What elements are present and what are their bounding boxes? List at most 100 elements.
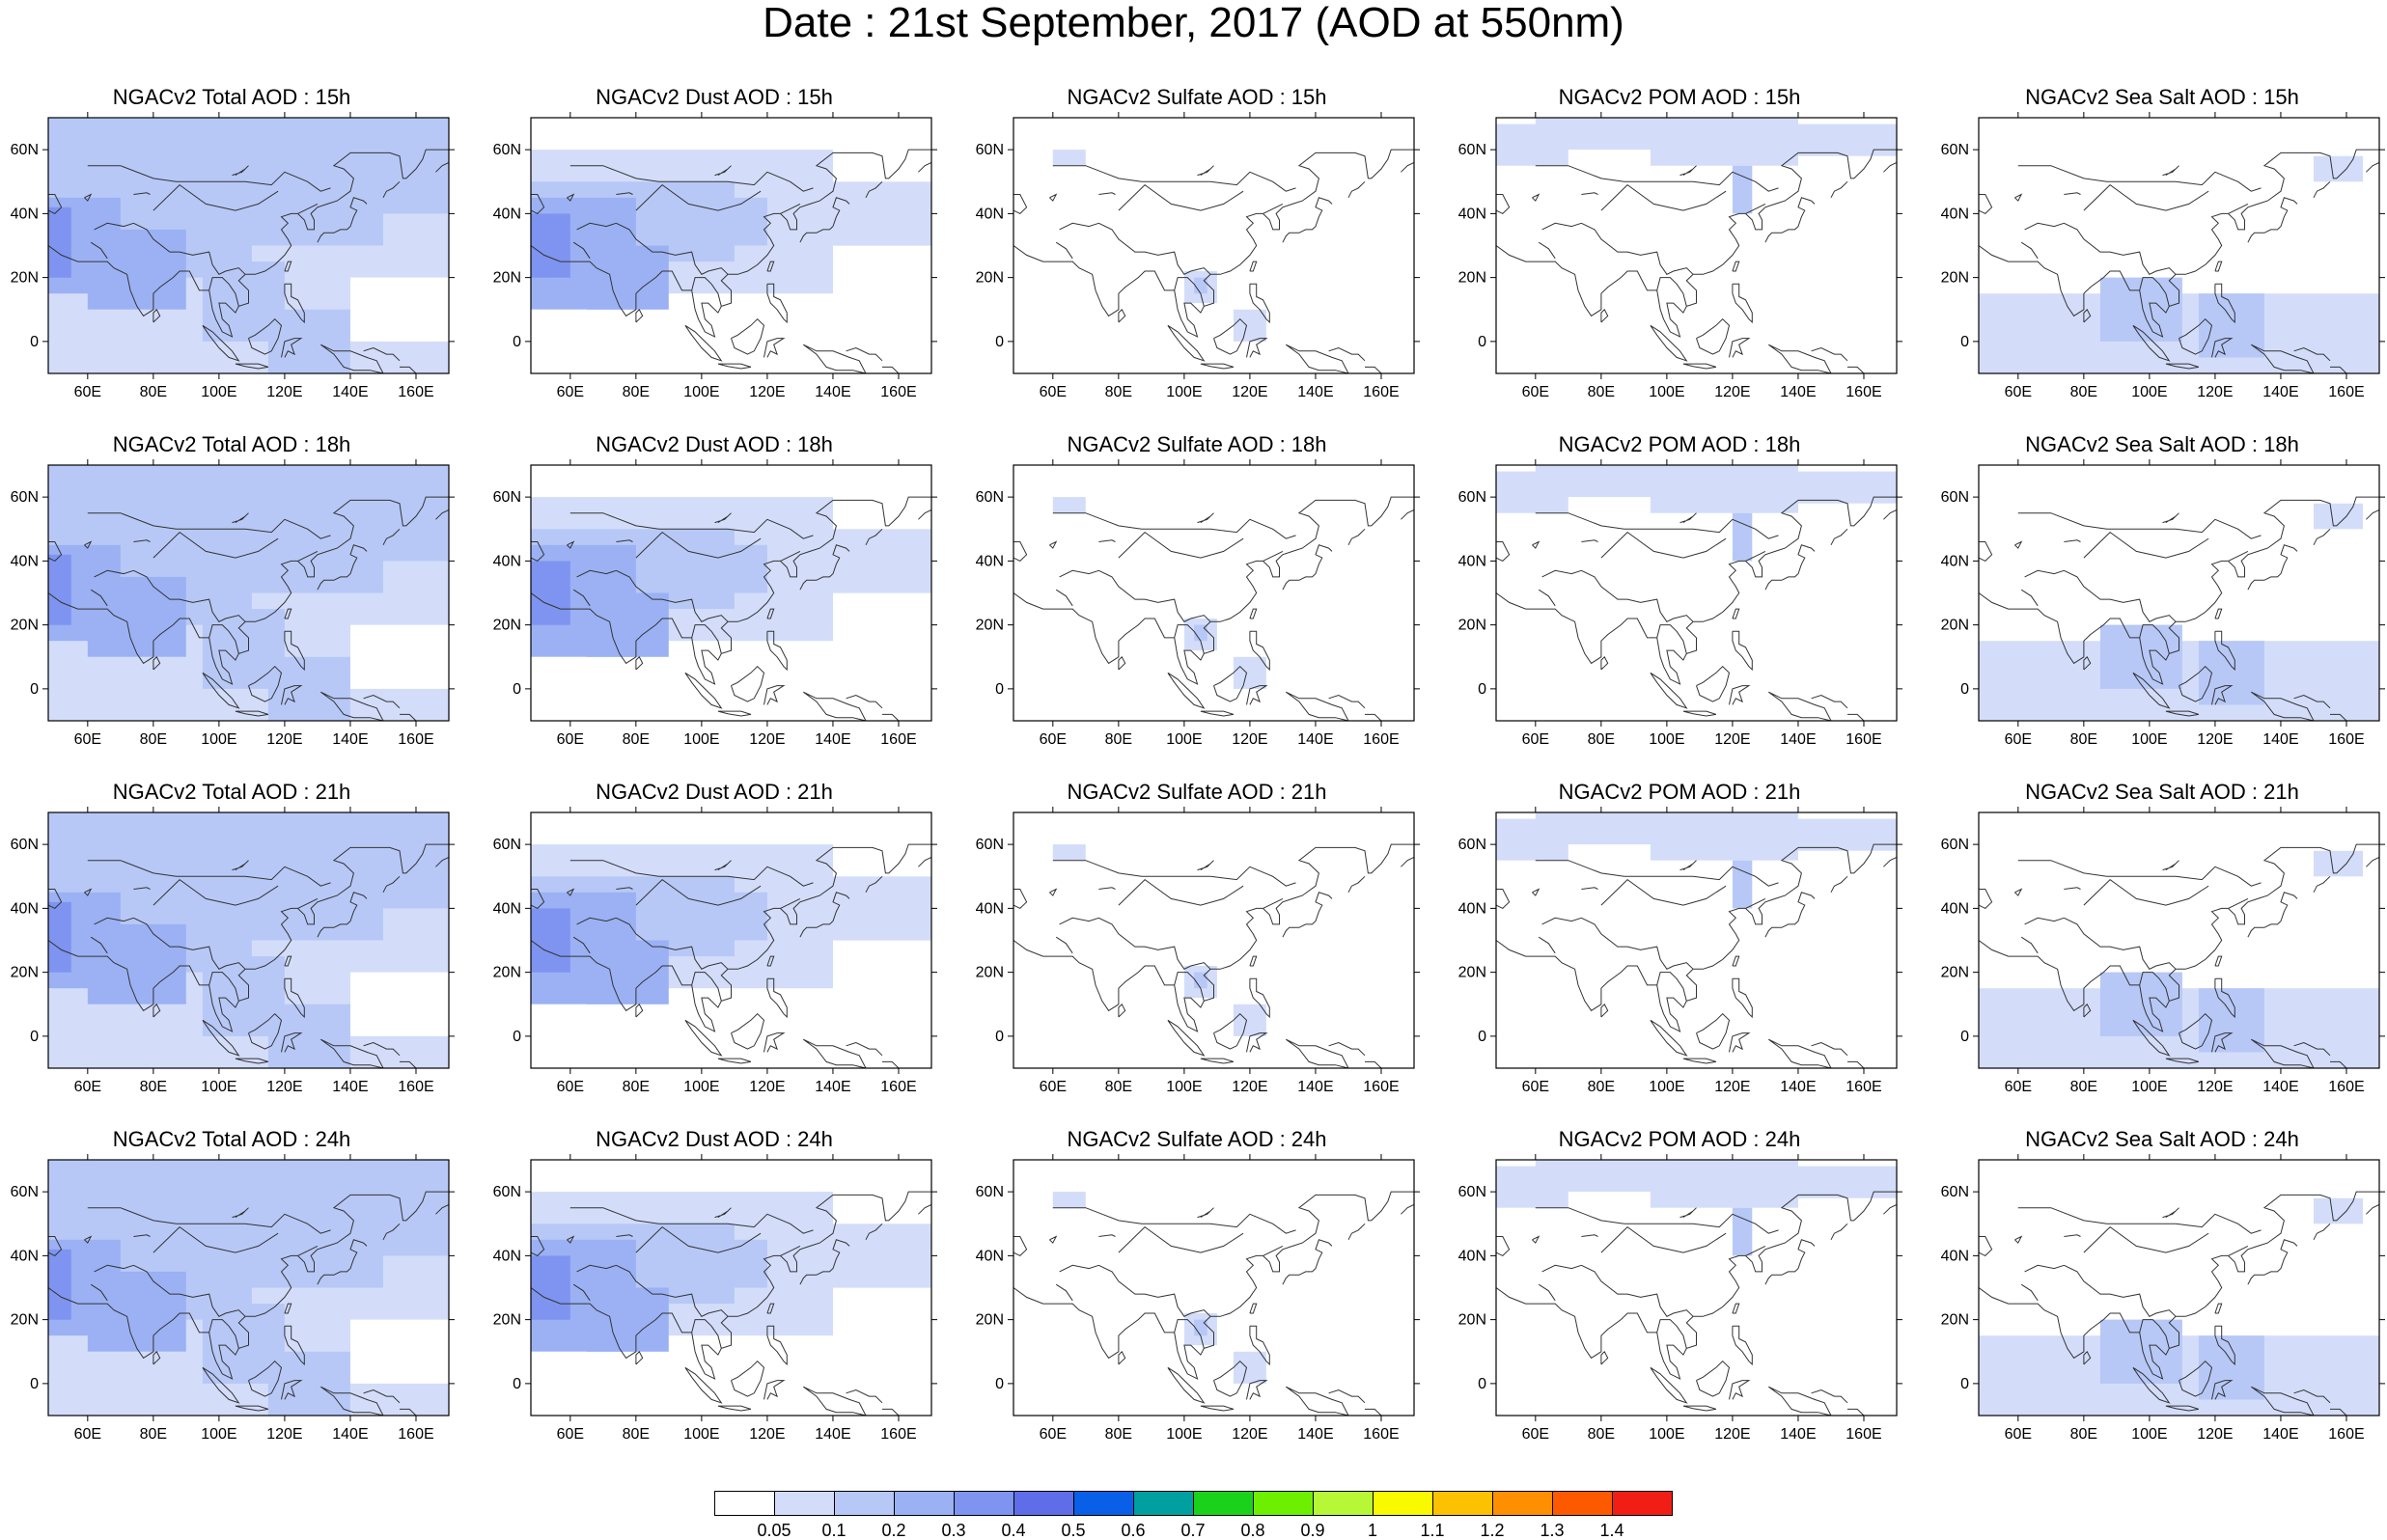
coastline [48,843,449,1068]
y-tick-label: 60N [493,1184,521,1200]
x-tick-label: 60E [1522,1426,1549,1443]
colorbar: 0.05 0.1 0.2 0.3 0.4 0.5 0.6 0.7 0.8 0.9 1 1.1 1.2 1.… [714,1491,1673,1540]
x-tick-label: 160E [2328,1426,2364,1443]
x-tick-label: 100E [1166,384,1202,400]
coastline [1979,149,2379,373]
x-tick-label: 160E [1363,384,1399,400]
y-tick-label: 20N [1941,1312,1969,1329]
x-tick-label: 120E [2197,384,2233,400]
map-plot: 60E 80E 100E 120E 140E 160E 60N 40N 20N 0 [1458,459,1902,748]
y-tick-label: 60N [976,489,1004,506]
aod-shading [531,908,570,973]
y-tick-label: 40N [1458,206,1486,222]
x-tick-label: 60E [557,731,584,748]
aod-shading [1233,1004,1266,1036]
aod-shading [586,592,669,657]
map-plot: 60E 80E 100E 120E 140E 160E 60N 40N 20N 0 [11,1154,455,1443]
x-tick-label: 120E [2197,731,2233,748]
y-tick-label: 60N [976,1184,1004,1200]
panel-title: NGACv2 Dust AOD : 15h [596,85,833,109]
x-tick-label: 160E [398,384,433,400]
aod-shading [1650,812,1798,861]
y-tick-label: 20N [493,965,521,981]
x-tick-label: 60E [74,1426,101,1443]
map-frame [1495,464,1898,722]
x-tick-label: 160E [880,384,916,400]
aod-shading [2314,503,2363,530]
aod-shading [833,181,931,246]
coastline [1496,1191,1897,1416]
x-tick-label: 120E [749,1426,785,1443]
aod-shading [586,940,669,1004]
y-tick-label: 60N [493,837,521,853]
y-tick-label: 40N [1941,206,1969,222]
aod-shading [2314,1197,2363,1224]
y-tick-label: 60N [493,142,521,158]
y-tick-label: 40N [1458,1248,1486,1264]
map-frame [1495,811,1898,1069]
x-tick-label: 100E [201,1426,236,1443]
x-tick-label: 160E [398,1079,433,1095]
panel-title: NGACv2 Dust AOD : 21h [596,780,833,804]
map-panel: NGACv2 Sulfate AOD : 21h 60E 80E 100E 120E 14… [965,780,1429,1108]
map-frame [1013,464,1415,722]
x-tick-label: 140E [2262,1079,2298,1095]
y-tick-label: 40N [11,206,39,222]
map-frame [1978,811,2380,1069]
x-tick-label: 60E [1040,731,1067,748]
aod-shading [2314,155,2363,182]
y-tick-label: 40N [1941,900,1969,917]
y-tick-label: 40N [1941,553,1969,569]
map-panel: NGACv2 Dust AOD : 24h 60E 80E 100E 120E 140E 1… [483,1127,946,1455]
x-tick-label: 60E [2005,384,2032,400]
x-tick-label: 100E [1166,1079,1202,1095]
aod-shading [1535,812,1667,845]
aod-shading [218,892,383,941]
colorbar-swatch [954,1491,1014,1516]
y-tick-label: 20N [976,1312,1004,1329]
x-tick-label: 100E [2131,731,2167,748]
x-tick-label: 120E [2197,1079,2233,1095]
map-panel: NGACv2 Dust AOD : 21h 60E 80E 100E 120E 140E 1… [483,780,946,1108]
y-tick-label: 40N [976,553,1004,569]
aod-shading [668,1239,767,1288]
aod-shading [48,206,71,278]
x-tick-label: 120E [749,731,785,748]
map-panel: NGACv2 Sea Salt AOD : 18h 60E 80E 100E 120E 1… [1930,432,2387,760]
map-plot: 60E 80E 100E 120E 140E 160E 60N 40N 20N 0 [1458,112,1902,400]
aod-shading [1650,465,1798,513]
x-tick-label: 60E [74,731,101,748]
coastline [1979,843,2379,1068]
aod-shading [2099,277,2182,342]
colorbar-label: 0.5 [1061,1521,1086,1540]
x-tick-label: 120E [749,384,785,400]
y-tick-label: 20N [1941,618,1969,634]
map-panel: NGACv2 POM AOD : 24h 60E 80E 100E 120E 140E 16… [1448,1127,1911,1455]
coastline [1013,1191,1414,1416]
x-tick-label: 140E [815,731,850,748]
coastline [48,496,449,721]
x-tick-label: 80E [140,1079,167,1095]
y-tick-label: 40N [1458,553,1486,569]
x-tick-label: 140E [2262,384,2298,400]
y-tick-label: 20N [1458,1312,1486,1329]
aod-shading [218,197,383,246]
panel-title: NGACv2 Sea Salt AOD : 18h [2025,432,2299,456]
colorbar-label: 1.2 [1480,1521,1505,1540]
map-frame [530,811,932,1069]
aod-shading [1052,1192,1086,1208]
aod-shading [1650,1160,1798,1208]
aod-shading [218,544,383,593]
y-tick-label: 0 [513,1376,521,1392]
map-plot: 60E 80E 100E 120E 140E 160E 60N 40N 20N 0 [976,807,1420,1095]
x-tick-label: 80E [1588,1079,1615,1095]
y-tick-label: 60N [1941,142,1969,158]
y-tick-label: 20N [976,618,1004,634]
x-tick-label: 100E [1166,1426,1202,1443]
x-tick-label: 120E [749,1079,785,1095]
map-panel: NGACv2 Sea Salt AOD : 21h 60E 80E 100E 120E 1… [1930,780,2387,1108]
map-frame [47,1159,450,1416]
aod-shading [1052,844,1086,861]
y-tick-label: 0 [995,334,1004,350]
x-tick-label: 100E [2131,1079,2167,1095]
